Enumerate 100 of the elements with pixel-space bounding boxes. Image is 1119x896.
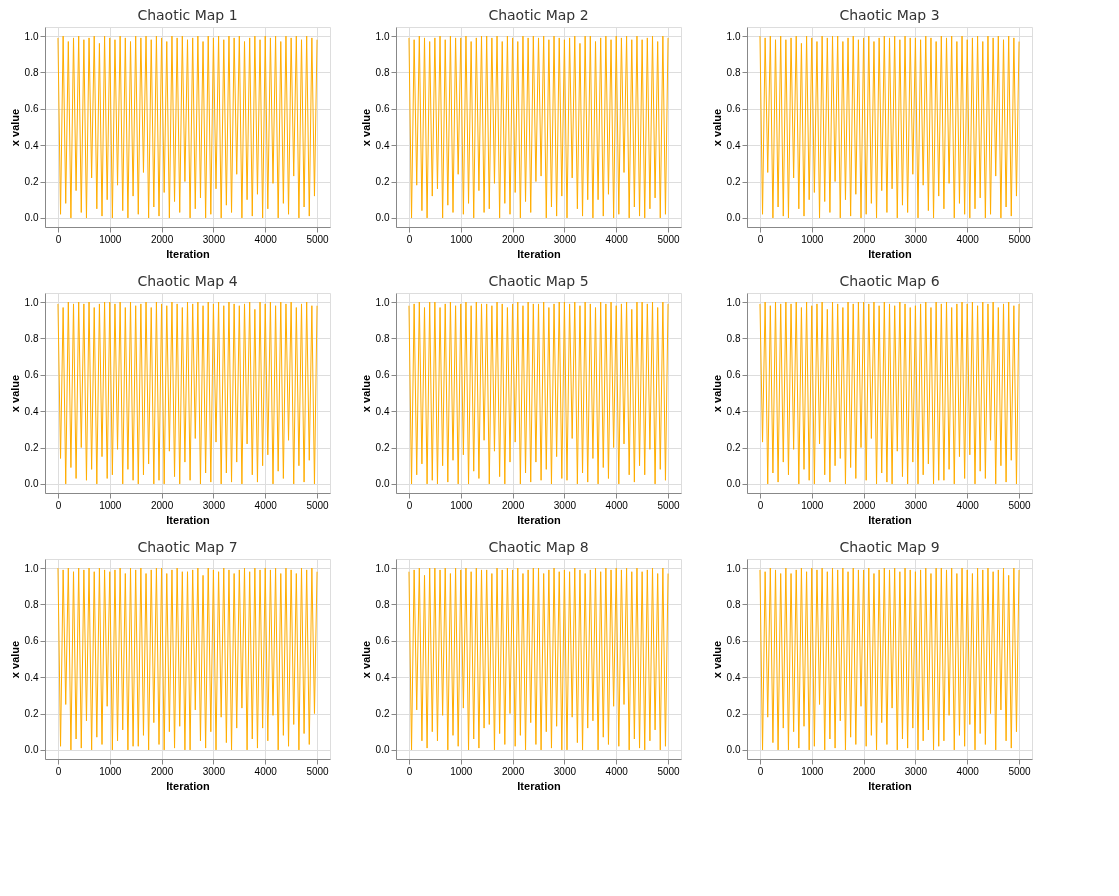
- y-tick-label: 0.4: [375, 405, 390, 417]
- y-tick-label: 0.8: [24, 598, 39, 610]
- x-tick-label: 4000: [254, 233, 278, 245]
- x-axis-title: Iteration: [166, 513, 210, 526]
- x-tick-label: 0: [406, 765, 413, 777]
- x-tick-label: 5000: [657, 765, 681, 777]
- x-tick-label: 1000: [450, 233, 473, 245]
- x-tick-label: 1000: [801, 499, 824, 511]
- y-tick-label: 0.6: [24, 635, 39, 647]
- y-tick-label: 0.2: [726, 442, 741, 454]
- y-tick-label: 0.2: [24, 176, 39, 188]
- x-tick-label: 5000: [1008, 499, 1032, 511]
- line-series: [408, 301, 669, 485]
- x-tick-label: 1000: [99, 765, 122, 777]
- y-tick-label: 0.4: [726, 139, 741, 151]
- y-tick-label: 0.4: [726, 671, 741, 683]
- y-tick-label: 1.0: [726, 30, 741, 42]
- chart-title: Chaotic Map 5: [488, 273, 589, 289]
- x-axis-title: Iteration: [166, 247, 210, 260]
- x-tick-label: 5000: [306, 765, 330, 777]
- y-axis-title: x value: [359, 374, 372, 413]
- y-tick-label: 0.4: [24, 139, 39, 151]
- x-tick-label: 5000: [657, 499, 681, 511]
- chart-title: Chaotic Map 9: [839, 539, 940, 555]
- x-tick-label: 1000: [801, 765, 824, 777]
- x-axis-title: Iteration: [517, 247, 561, 260]
- x-tick-label: 4000: [254, 499, 278, 511]
- y-tick-label: 0.6: [375, 369, 390, 381]
- y-axis-title: x value: [8, 374, 21, 413]
- y-tick-label: 0.8: [375, 66, 390, 78]
- x-tick-label: 4000: [956, 765, 980, 777]
- y-tick-label: 0.6: [375, 635, 390, 647]
- x-axis-title: Iteration: [868, 247, 912, 260]
- y-axis-title: x value: [8, 640, 21, 679]
- y-tick-label: 0.0: [24, 212, 39, 224]
- y-tick-label: 0.8: [726, 598, 741, 610]
- y-tick-label: 0.6: [726, 635, 741, 647]
- chart-title: Chaotic Map 1: [137, 7, 238, 23]
- y-tick-label: 0.2: [726, 176, 741, 188]
- x-tick-label: 5000: [306, 499, 330, 511]
- y-tick-label: 0.2: [375, 176, 390, 188]
- y-tick-label: 0.2: [375, 442, 390, 454]
- y-tick-label: 0.6: [24, 369, 39, 381]
- x-tick-label: 2000: [852, 499, 876, 511]
- x-tick-label: 3000: [553, 233, 577, 245]
- x-tick-label: 3000: [202, 233, 226, 245]
- chart-title: Chaotic Map 7: [137, 539, 238, 555]
- x-axis-title: Iteration: [868, 779, 912, 792]
- y-tick-label: 0.2: [24, 708, 39, 720]
- x-tick-label: 3000: [904, 765, 928, 777]
- y-tick-label: 0.0: [375, 744, 390, 756]
- x-tick-label: 2000: [852, 765, 876, 777]
- line-series: [57, 35, 318, 219]
- chart-title: Chaotic Map 2: [488, 7, 589, 23]
- y-tick-label: 0.0: [24, 478, 39, 490]
- x-tick-label: 0: [55, 233, 62, 245]
- y-tick-label: 1.0: [24, 296, 39, 308]
- x-tick-label: 5000: [657, 233, 681, 245]
- x-tick-label: 2000: [852, 233, 876, 245]
- y-tick-label: 0.4: [24, 405, 39, 417]
- x-tick-label: 5000: [306, 233, 330, 245]
- y-tick-label: 0.2: [726, 708, 741, 720]
- x-tick-label: 4000: [605, 765, 629, 777]
- y-tick-label: 0.4: [726, 405, 741, 417]
- x-tick-label: 2000: [501, 765, 525, 777]
- x-tick-label: 2000: [501, 233, 525, 245]
- y-tick-label: 0.4: [375, 671, 390, 683]
- chart-title: Chaotic Map 8: [488, 539, 589, 555]
- x-tick-label: 2000: [501, 499, 525, 511]
- x-tick-label: 4000: [605, 499, 629, 511]
- y-tick-label: 0.8: [24, 66, 39, 78]
- x-tick-label: 0: [757, 765, 764, 777]
- y-tick-label: 0.4: [24, 671, 39, 683]
- y-tick-label: 0.6: [375, 103, 390, 115]
- x-tick-label: 1000: [99, 233, 122, 245]
- x-tick-label: 2000: [150, 499, 174, 511]
- y-tick-label: 1.0: [375, 562, 390, 574]
- y-tick-label: 0.8: [24, 332, 39, 344]
- x-tick-label: 5000: [1008, 765, 1032, 777]
- y-tick-label: 0.4: [375, 139, 390, 151]
- y-tick-label: 0.8: [726, 66, 741, 78]
- x-tick-label: 1000: [450, 499, 473, 511]
- y-tick-label: 1.0: [24, 30, 39, 42]
- y-tick-label: 0.0: [375, 212, 390, 224]
- y-axis-title: x value: [710, 374, 723, 413]
- y-tick-label: 0.8: [375, 598, 390, 610]
- x-tick-label: 1000: [99, 499, 122, 511]
- x-tick-label: 0: [757, 233, 764, 245]
- y-tick-label: 1.0: [726, 296, 741, 308]
- y-tick-label: 1.0: [375, 30, 390, 42]
- y-tick-label: 1.0: [24, 562, 39, 574]
- x-axis-title: Iteration: [517, 513, 561, 526]
- x-tick-label: 5000: [1008, 233, 1032, 245]
- y-tick-label: 0.0: [375, 478, 390, 490]
- y-tick-label: 0.0: [24, 744, 39, 756]
- line-series: [759, 35, 1020, 219]
- y-axis-title: x value: [359, 108, 372, 147]
- y-tick-label: 0.0: [726, 744, 741, 756]
- x-tick-label: 4000: [254, 765, 278, 777]
- y-tick-label: 0.0: [726, 478, 741, 490]
